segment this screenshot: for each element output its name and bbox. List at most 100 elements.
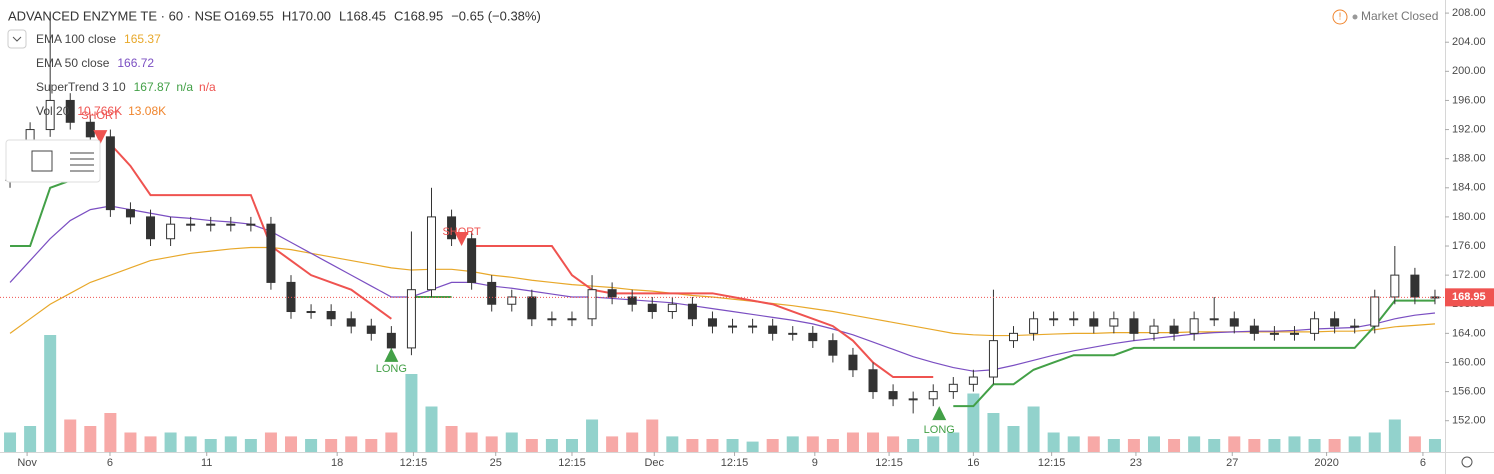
y-tick-label: 208.00 [1452, 7, 1486, 19]
candle-body [146, 216, 156, 240]
settings-icon[interactable] [1461, 456, 1473, 468]
volume-bar [104, 413, 117, 452]
volume-bar [586, 419, 599, 452]
y-tick-label: 156.00 [1452, 385, 1486, 397]
candle-body [1249, 325, 1259, 334]
volume-bar [1368, 432, 1381, 452]
legend-name: SuperTrend 3 10 [36, 80, 126, 94]
chevron-icon [12, 36, 22, 42]
volume-bar [766, 439, 779, 452]
y-tick-label: 184.00 [1452, 182, 1486, 194]
status-dot [1352, 14, 1358, 20]
y-tick-label: 200.00 [1452, 65, 1486, 77]
signal-label: LONG [376, 363, 407, 375]
volume-bar [987, 413, 1000, 452]
volume-bar [927, 436, 940, 452]
x-tick-label: 12:15 [1038, 457, 1066, 469]
volume-bar [545, 439, 558, 452]
candle-body [1129, 318, 1139, 334]
legend-value: 165.37 [124, 32, 161, 46]
volume-bar [606, 436, 619, 452]
signal-arrow [93, 130, 108, 145]
candle-body [1229, 318, 1239, 327]
volume-bar [224, 436, 237, 452]
volume-bar [1127, 439, 1140, 452]
candle-body [467, 238, 477, 283]
volume-bar [264, 432, 277, 452]
candle-body [828, 340, 838, 356]
candle-body [988, 340, 998, 378]
candle-body [186, 223, 196, 226]
volume-bar [1428, 439, 1441, 452]
x-tick-label: 9 [812, 457, 818, 469]
candle-body [1209, 318, 1219, 321]
candle-body [1310, 318, 1320, 334]
candle-body [426, 216, 436, 291]
ohlc-value: H170.00 [282, 8, 331, 23]
candle-body [667, 303, 677, 313]
volume-bar [425, 406, 438, 452]
volume-bar [1328, 439, 1341, 452]
volume-bar [1087, 436, 1100, 452]
collapse-button[interactable] [7, 29, 27, 49]
x-tick-label: 12:15 [558, 457, 586, 469]
y-tick-label: 152.00 [1452, 415, 1486, 427]
volume-bar [385, 432, 398, 452]
volume-bar [164, 432, 177, 452]
volume-bar [405, 374, 418, 452]
volume-bar [1168, 439, 1181, 452]
candle-body [1269, 332, 1279, 335]
candle-body [788, 332, 798, 335]
candle-body [848, 354, 858, 371]
legend-value: 167.87 [134, 80, 171, 94]
volume-bar [686, 439, 699, 452]
candle-body [587, 289, 597, 320]
candle-body [105, 136, 115, 211]
x-tick-label: Nov [17, 457, 37, 469]
volume-bar [1408, 436, 1421, 452]
candle-body [266, 223, 276, 283]
signal-label: SHORT [442, 226, 481, 238]
x-tick-label: 6 [107, 457, 113, 469]
candle-body [246, 223, 256, 226]
volume-bar [84, 426, 97, 452]
candle-body [166, 223, 176, 240]
legend-value: 10.766K [77, 104, 122, 118]
lines-tool[interactable] [70, 152, 94, 172]
volume-bar [706, 439, 719, 452]
x-tick-label: 25 [490, 457, 502, 469]
volume-bar [285, 436, 298, 452]
x-tick-label: 12:15 [400, 457, 428, 469]
y-tick-label: 176.00 [1452, 240, 1486, 252]
candle-body [768, 325, 778, 334]
volume-bar [365, 439, 378, 452]
volume-bar [1388, 419, 1401, 452]
volume-bar [887, 436, 900, 452]
volume-bar [626, 432, 639, 452]
candle-body [1350, 325, 1360, 328]
volume-bar [846, 432, 859, 452]
x-tick-label: 18 [331, 457, 343, 469]
chart-title: ADVANCED ENZYME TE · 60 · NSE [8, 8, 222, 23]
candle-body [1089, 318, 1099, 327]
signal-label: LONG [924, 424, 955, 436]
candle-body [968, 376, 978, 385]
signal-arrow [932, 406, 947, 421]
candle-body [888, 391, 898, 400]
candle-body [447, 216, 457, 240]
x-tick-label: 23 [1130, 457, 1142, 469]
rectangle-tool[interactable] [31, 150, 53, 172]
candle-body [366, 325, 376, 334]
candle-body [487, 281, 497, 305]
candle-body [125, 209, 135, 218]
candle-body [748, 325, 758, 328]
legend-value: 166.72 [117, 56, 154, 70]
volume-bar [726, 439, 739, 452]
candle-body [908, 398, 918, 401]
ohlc-value: O169.55 [224, 8, 274, 23]
candle-body [1390, 274, 1400, 298]
legend-value: n/a [199, 80, 216, 94]
volume-bar [907, 439, 920, 452]
volume-bar [24, 426, 37, 452]
